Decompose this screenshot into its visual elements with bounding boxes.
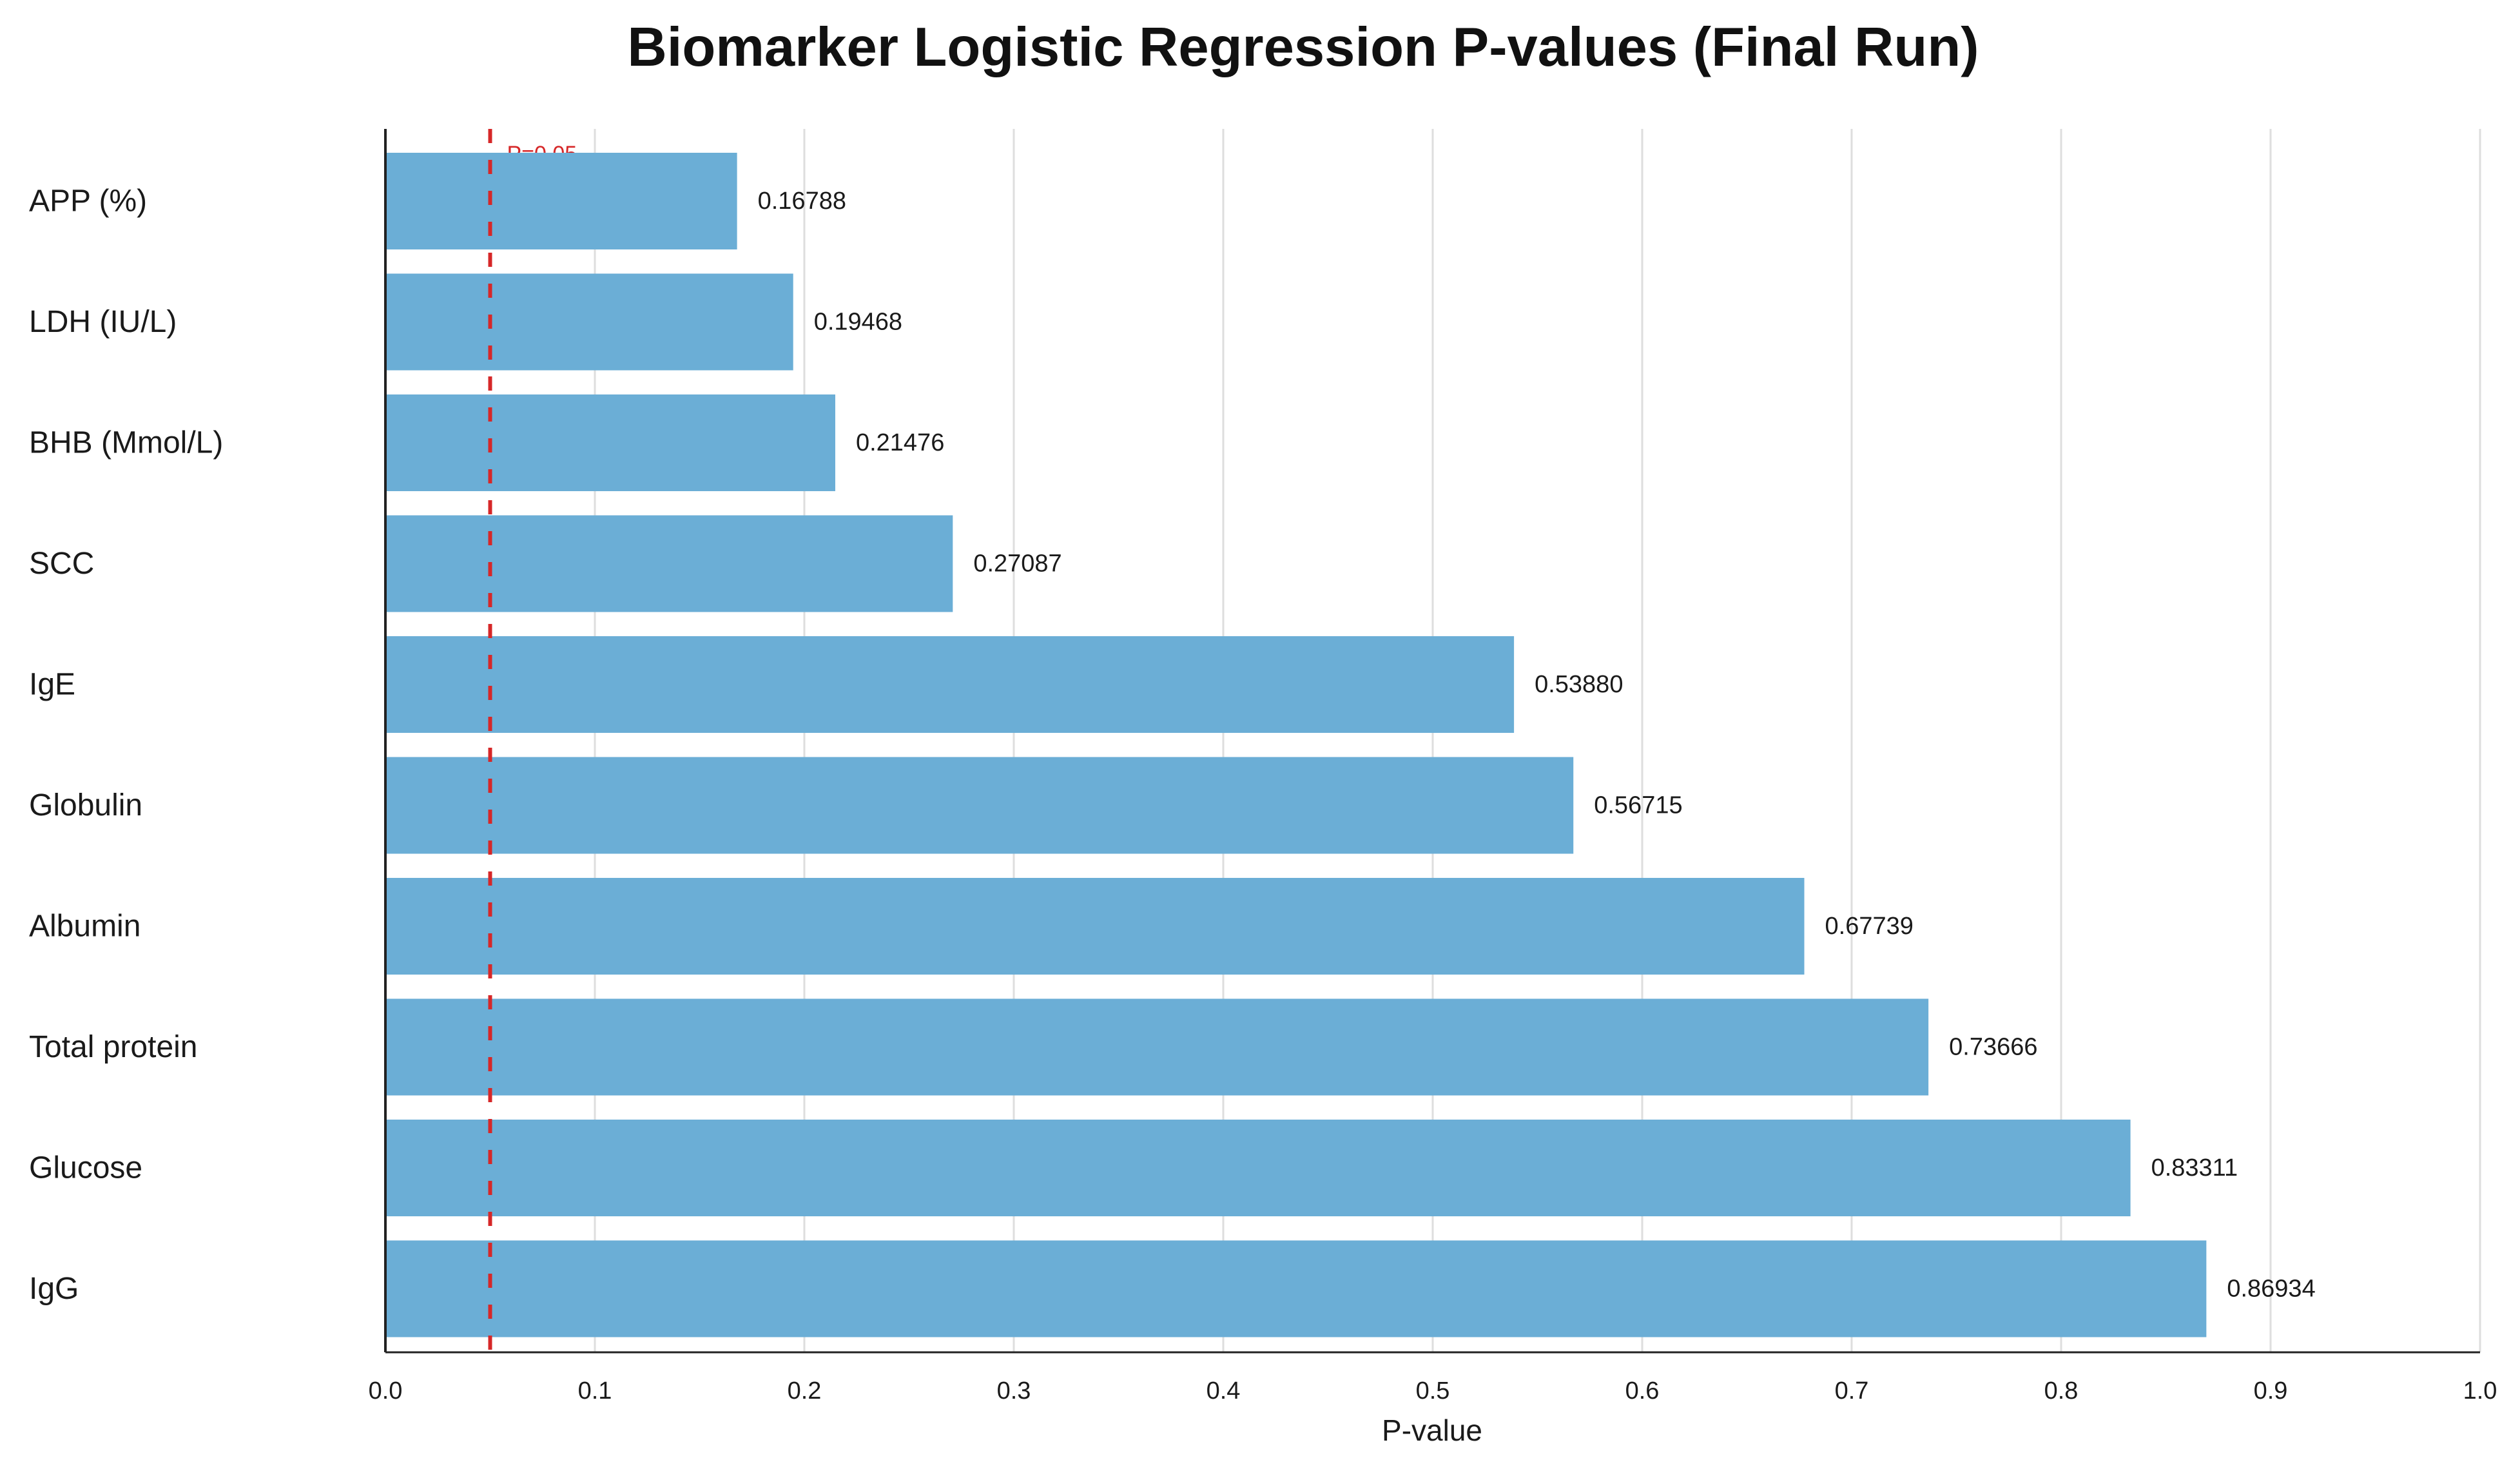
bar bbox=[385, 153, 737, 249]
x-tick-label: 0.7 bbox=[1835, 1377, 1869, 1405]
x-tick-label: 0.0 bbox=[369, 1377, 403, 1405]
value-label: 0.27087 bbox=[973, 550, 1061, 578]
value-label: 0.83311 bbox=[2151, 1154, 2238, 1181]
category-label: IgG bbox=[29, 1272, 79, 1306]
chart-title: Biomarker Logistic Regression P-values (… bbox=[627, 17, 1979, 78]
bar bbox=[385, 515, 953, 612]
bar bbox=[385, 273, 793, 371]
value-labels: 0.16788 0.19468 0.21476 0.27087 0.53880 0.567… bbox=[488, 129, 2316, 1352]
bar bbox=[385, 878, 1805, 975]
value-label: 0.53880 bbox=[1535, 671, 1623, 698]
category-label: Globulin bbox=[29, 788, 142, 822]
category-label: APP (%) bbox=[29, 184, 147, 219]
x-axis-title: P-value bbox=[1382, 1414, 1482, 1447]
grid-lines bbox=[594, 129, 2481, 1352]
bars bbox=[385, 153, 2207, 1337]
value-label: 0.67739 bbox=[1825, 913, 1914, 940]
value-label: 0.86934 bbox=[2227, 1276, 2315, 1303]
value-label: 0.21476 bbox=[856, 429, 944, 456]
bar bbox=[385, 1240, 2207, 1337]
bar bbox=[385, 394, 835, 491]
x-tick-label: 0.5 bbox=[1416, 1377, 1450, 1405]
bar bbox=[385, 1120, 2131, 1216]
x-tick-label: 0.9 bbox=[2254, 1377, 2288, 1405]
x-tick-label: 0.6 bbox=[1625, 1377, 1660, 1405]
category-label: BHB (Mmol/L) bbox=[29, 426, 223, 460]
category-label: Glucose bbox=[29, 1151, 142, 1185]
x-tick-label: 0.3 bbox=[997, 1377, 1031, 1405]
value-label: 0.16788 bbox=[758, 188, 846, 215]
value-label: 0.73666 bbox=[1949, 1034, 2037, 1061]
x-tick-label: 1.0 bbox=[2463, 1377, 2497, 1405]
category-labels: APP (%) LDH (IU/L) BHB (Mmol/L) SCC IgE Globu… bbox=[29, 184, 223, 1307]
axes: 0.0 0.1 0.2 0.3 0.4 0.5 0.6 0.7 0.8 0.9 1.0 bbox=[369, 129, 2497, 1405]
category-label: SCC bbox=[29, 547, 94, 581]
bar bbox=[385, 998, 1929, 1096]
category-label: LDH (IU/L) bbox=[29, 305, 177, 339]
x-tick-label: 0.1 bbox=[578, 1377, 612, 1405]
x-tick-label: 0.8 bbox=[2044, 1377, 2079, 1405]
value-label: 0.19468 bbox=[814, 309, 902, 336]
category-label: Total protein bbox=[29, 1030, 198, 1064]
category-label: Albumin bbox=[29, 909, 141, 944]
x-tick-label: 0.2 bbox=[788, 1377, 822, 1405]
bar bbox=[385, 636, 1515, 733]
category-label: IgE bbox=[29, 668, 75, 702]
x-tick-label: 0.4 bbox=[1207, 1377, 1241, 1405]
value-label: 0.56715 bbox=[1594, 792, 1682, 819]
bar bbox=[385, 757, 1574, 854]
